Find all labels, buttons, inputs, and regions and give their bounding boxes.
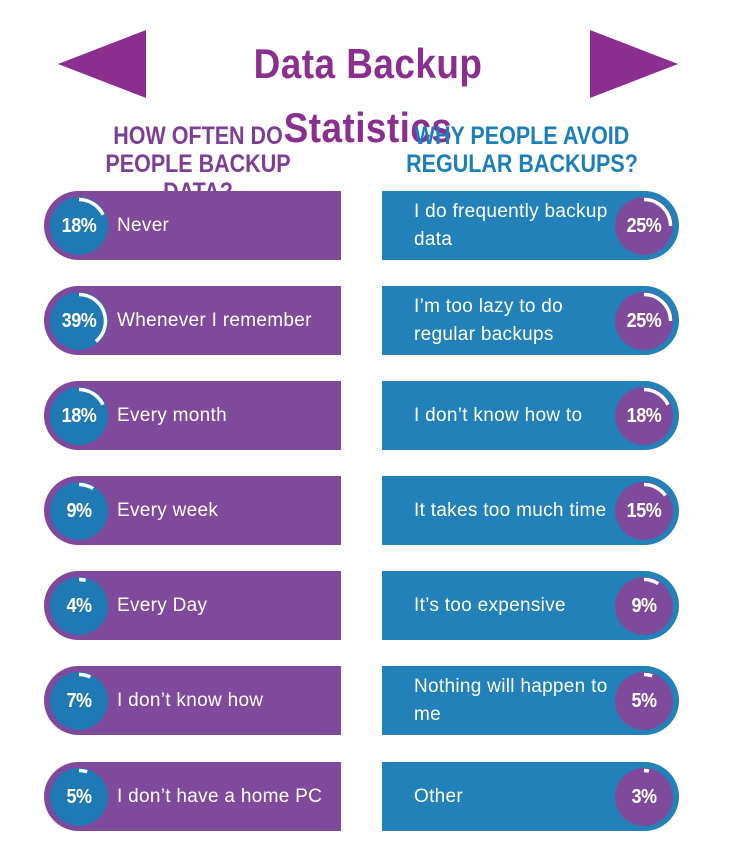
progress-ring-icon: [78, 387, 105, 406]
title-banner: Data Backup Statistics: [0, 0, 735, 151]
page-title: Data Backup Statistics: [253, 40, 483, 151]
percentage-badge: 5%: [50, 768, 108, 826]
stat-label: Other: [414, 785, 464, 807]
right-arrow-icon: [590, 30, 678, 98]
percentage-value: 4%: [66, 595, 92, 617]
progress-arc: [78, 768, 88, 774]
percentage-badge: 39%: [50, 292, 108, 350]
percentage-value: 9%: [66, 500, 92, 522]
left-stat-row: 9% Every week: [44, 476, 341, 545]
left-stat-row: 39% Whenever I remember: [44, 286, 341, 355]
percentage-badge: 9%: [615, 577, 673, 635]
right-stat-row: 18% I don’t know how to: [382, 381, 679, 450]
percentage-value: 18%: [61, 215, 97, 237]
percentage-value: 25%: [626, 310, 662, 332]
percentage-badge: 18%: [50, 387, 108, 445]
stat-label: Nothing will happen to me: [414, 675, 608, 725]
percentage-value: 9%: [631, 595, 657, 617]
stat-label: Every week: [117, 499, 219, 521]
progress-ring-icon: [643, 387, 670, 406]
progress-arc: [78, 672, 92, 679]
left-stat-row: 4% Every Day: [44, 571, 341, 640]
right-column-heading: WHY PEOPLE AVOID REGULAR BACKUPS?: [406, 122, 638, 178]
progress-ring-icon: [643, 768, 650, 773]
percentage-value: 39%: [61, 310, 97, 332]
left-stat-row: 7% I don’t know how: [44, 666, 341, 735]
percentage-badge: 18%: [615, 387, 673, 445]
progress-arc: [643, 292, 673, 322]
stat-label: Whenever I remember: [117, 309, 312, 331]
stat-label: It takes too much time: [414, 499, 607, 521]
progress-ring-icon: [78, 768, 88, 774]
left-arrow-icon: [58, 30, 146, 98]
progress-ring-icon: [78, 482, 95, 491]
right-stat-row: 25% I’m too lazy to do regular backups: [382, 286, 679, 355]
progress-arc: [643, 577, 660, 586]
percentage-value: 7%: [66, 690, 92, 712]
percentage-badge: 3%: [615, 768, 673, 826]
percentage-badge: 7%: [50, 672, 108, 730]
stat-label: Every month: [117, 404, 227, 426]
right-stat-row: 25% I do frequently backup data: [382, 191, 679, 260]
percentage-value: 5%: [631, 690, 657, 712]
left-stat-row: 18% Every month: [44, 381, 341, 450]
right-stat-row: 3% Other: [382, 762, 679, 831]
progress-ring-icon: [78, 197, 105, 216]
stat-label: It’s too expensive: [414, 594, 566, 616]
progress-ring-icon: [643, 197, 673, 227]
percentage-badge: 25%: [615, 197, 673, 255]
stat-label: I don’t have a home PC: [117, 785, 323, 807]
percentage-badge: 4%: [50, 577, 108, 635]
stat-label: I don’t know how: [117, 689, 264, 711]
stat-label: I do frequently backup data: [414, 200, 608, 250]
percentage-badge: 18%: [50, 197, 108, 255]
progress-arc: [78, 292, 108, 343]
progress-ring-icon: [78, 672, 92, 679]
percentage-value: 5%: [66, 786, 92, 808]
progress-arc: [78, 387, 105, 406]
percentage-value: 15%: [626, 500, 662, 522]
percentage-value: 3%: [631, 786, 657, 808]
progress-arc: [643, 387, 670, 406]
left-stat-row: 18% Never: [44, 191, 341, 260]
percentage-value: 18%: [626, 405, 662, 427]
stat-label: Never: [117, 214, 170, 236]
percentage-badge: 15%: [615, 482, 673, 540]
progress-arc: [78, 197, 105, 216]
progress-arc: [643, 672, 653, 678]
progress-arc: [643, 197, 673, 227]
percentage-badge: 5%: [615, 672, 673, 730]
progress-ring-icon: [78, 577, 87, 583]
stat-label: I don’t know how to: [414, 404, 583, 426]
progress-ring-icon: [78, 292, 108, 343]
right-stat-row: 5% Nothing will happen to me: [382, 666, 679, 735]
progress-ring-icon: [643, 482, 667, 497]
stat-label: I’m too lazy to do regular backups: [414, 295, 564, 345]
right-stat-row: 15% It takes too much time: [382, 476, 679, 545]
progress-ring-icon: [643, 577, 660, 586]
progress-arc: [78, 577, 87, 583]
stat-label: Every Day: [117, 594, 208, 616]
progress-ring-icon: [643, 672, 653, 678]
progress-arc: [78, 482, 95, 491]
progress-arc: [643, 482, 667, 497]
percentage-value: 25%: [626, 215, 662, 237]
progress-ring-icon: [643, 292, 673, 322]
right-stat-row: 9% It’s too expensive: [382, 571, 679, 640]
percentage-badge: 9%: [50, 482, 108, 540]
percentage-badge: 25%: [615, 292, 673, 350]
percentage-value: 18%: [61, 405, 97, 427]
left-stat-row: 5% I don’t have a home PC: [44, 762, 341, 831]
